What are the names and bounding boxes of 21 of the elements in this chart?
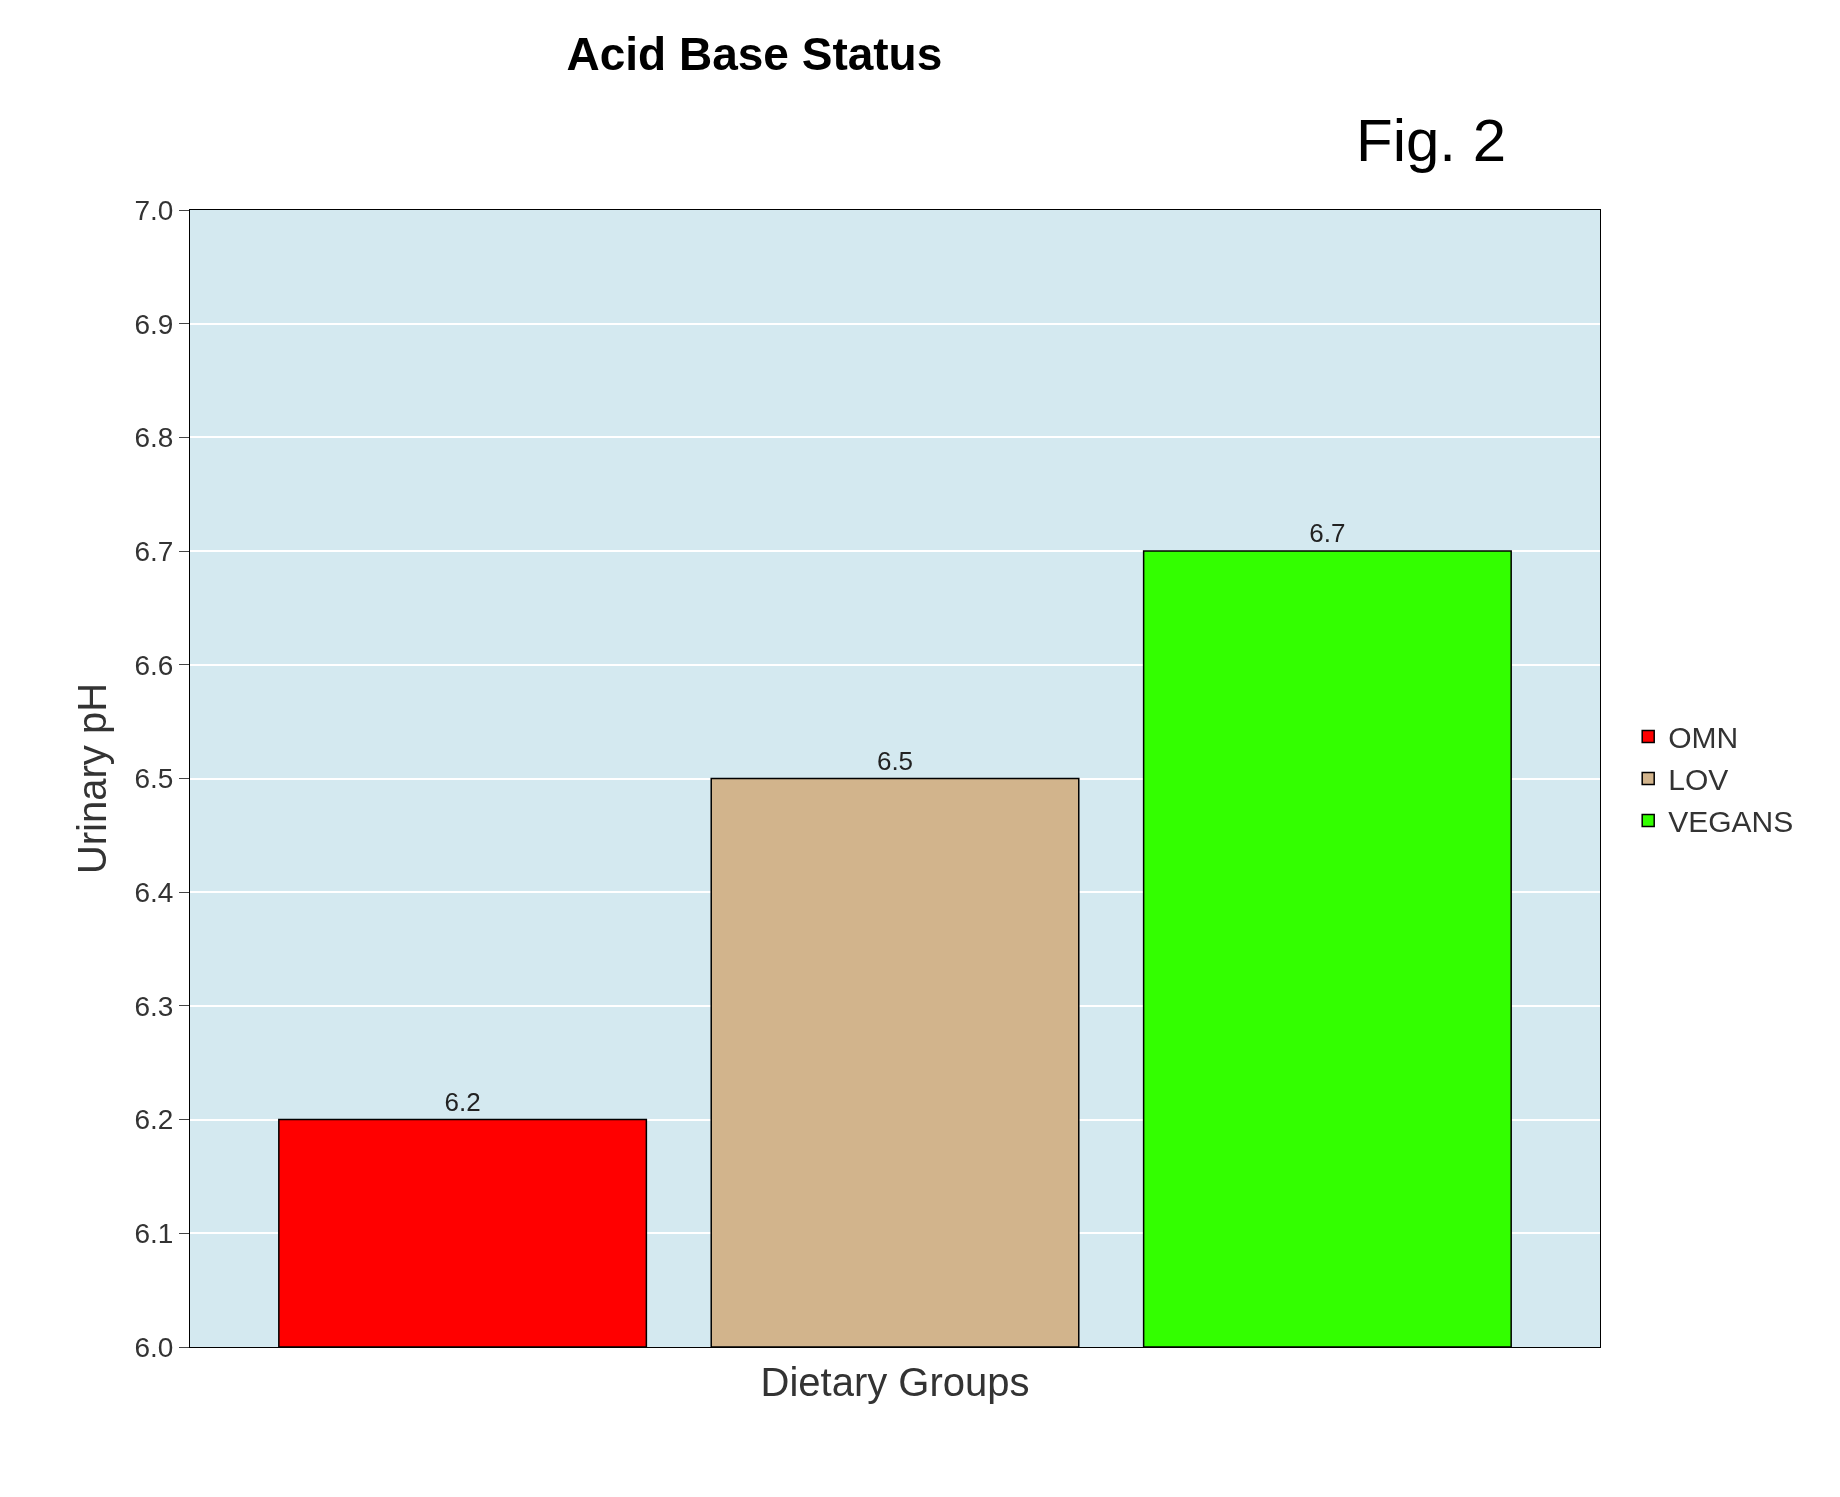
y-tick-label: 6.3 xyxy=(134,990,174,1022)
legend-label: VEGANS xyxy=(1668,805,1794,839)
x-axis-title: Dietary Groups xyxy=(760,1359,1030,1404)
caption: Fig. 2 xyxy=(1356,107,1507,174)
legend-label: LOV xyxy=(1668,763,1729,797)
y-tick-label: 6.6 xyxy=(134,649,174,681)
y-tick-label: 6.7 xyxy=(134,535,174,567)
y-tick-label: 6.9 xyxy=(134,308,174,340)
y-tick-label: 6.8 xyxy=(134,422,174,454)
y-tick-label: 6.2 xyxy=(134,1104,174,1136)
y-tick-label: 6.1 xyxy=(134,1218,174,1250)
data-label: 6.2 xyxy=(444,1086,481,1117)
data-label: 6.5 xyxy=(876,745,914,776)
y-axis-title: Urinary pH xyxy=(69,682,114,875)
y-tick-label: 6.5 xyxy=(134,763,174,795)
legend-label: OMN xyxy=(1668,721,1739,755)
data-label: 6.7 xyxy=(1309,518,1346,549)
y-tick-label: 6.4 xyxy=(134,877,174,908)
y-tick-label: 7.0 xyxy=(134,194,174,226)
chart-title: Acid Base Status xyxy=(566,27,943,80)
y-tick-label: 6.0 xyxy=(134,1331,174,1363)
